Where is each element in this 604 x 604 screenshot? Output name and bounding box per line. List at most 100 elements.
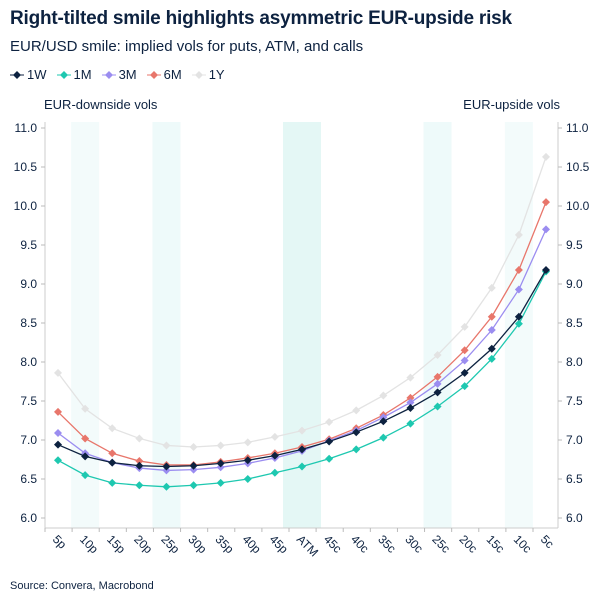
data-point-1M-45p (270, 468, 279, 477)
data-point-1Y-5c (542, 152, 550, 161)
data-point-1M-40p (243, 475, 252, 483)
y-tick-label-right: 7.0 (566, 433, 583, 447)
chart-title: Right-tilted smile highlights asymmetric… (10, 8, 512, 29)
x-tick-label-40c: 40c (348, 532, 372, 556)
data-point-1W-15c (487, 344, 496, 353)
data-point-1Y-ATM (298, 426, 306, 435)
data-point-1W-20p (135, 461, 144, 470)
data-point-1Y-25p (162, 441, 171, 450)
data-point-1W-ATM (298, 445, 306, 454)
y-tick-label-left: 8.0 (20, 355, 37, 369)
x-tick-label-15c: 15c (484, 532, 508, 556)
data-point-1Y-35c (379, 391, 388, 400)
legend-item-1W: 1W (10, 67, 47, 82)
data-point-1W-15p (108, 458, 117, 467)
y-tick-label-left: 9.5 (20, 238, 37, 252)
data-point-1W-35c (379, 417, 388, 426)
data-point-1M-30p (189, 481, 198, 490)
data-point-6M-10c (514, 265, 523, 274)
data-point-1Y-35p (216, 441, 225, 450)
data-point-3M-20c (460, 356, 469, 365)
data-point-1Y-30c (406, 373, 415, 382)
series-1M (54, 267, 550, 491)
y-tick-label-right: 6.0 (566, 511, 583, 525)
data-point-1W-10p (81, 452, 90, 461)
source-note: Source: Convera, Macrobond (10, 580, 154, 592)
legend-label: 1M (73, 67, 92, 82)
legend-marker-icon (146, 70, 161, 79)
y-tick-label-left: 10.5 (14, 160, 38, 174)
y-tick-label-left: 9.0 (20, 277, 37, 291)
data-point-1Y-20p (135, 434, 144, 443)
legend-item-3M: 3M (101, 67, 137, 82)
y-tick-label-right: 8.5 (566, 316, 583, 330)
legend-label: 3M (118, 67, 137, 82)
data-point-1Y-10c (514, 230, 523, 239)
y-tick-label-right: 8.0 (566, 355, 583, 369)
y-tick-label-right: 9.0 (566, 277, 583, 291)
x-tick-label-35p: 35p (213, 532, 237, 556)
x-tick-label-10p: 10p (77, 532, 101, 556)
data-point-1Y-10p (81, 404, 90, 413)
data-point-1W-20c (460, 368, 469, 377)
chart-subtitle: EUR/USD smile: implied vols for puts, AT… (10, 38, 364, 55)
y-tick-label-left: 8.5 (20, 316, 37, 330)
left-axis-label: EUR-downside vols (44, 97, 158, 112)
data-point-1M-35p (216, 478, 225, 487)
y-tick-label-left: 7.0 (20, 433, 37, 447)
x-tick-label-5c: 5c (538, 532, 557, 551)
data-point-1M-20c (460, 382, 469, 391)
data-point-6M-20c (460, 346, 469, 355)
data-point-1W-45p (270, 451, 279, 460)
legend-item-1M: 1M (56, 67, 92, 82)
x-tick-label-45p: 45p (267, 532, 291, 556)
data-point-1M-25p (162, 482, 171, 491)
y-tick-label-left: 6.0 (20, 511, 37, 525)
data-point-1Y-40c (352, 406, 361, 415)
data-point-1Y-30p (189, 443, 198, 452)
data-point-1W-25c (433, 388, 442, 397)
x-tick-label-25p: 25p (158, 532, 182, 556)
data-point-6M-15c (487, 312, 496, 321)
x-tick-label-45c: 45c (321, 532, 345, 556)
data-point-6M-5c (542, 198, 550, 207)
data-point-1W-40p (243, 456, 252, 465)
data-point-1Y-5p (54, 368, 62, 377)
data-point-6M-5p (54, 407, 62, 416)
x-tick-label-35c: 35c (375, 532, 399, 556)
y-tick-label-right: 10.5 (566, 160, 590, 174)
legend-marker-icon (101, 70, 116, 79)
data-point-6M-30c (406, 393, 415, 402)
data-point-1M-40c (352, 445, 361, 454)
data-point-1Y-25c (433, 350, 442, 359)
data-point-1Y-15c (487, 283, 496, 292)
x-tick-label-30c: 30c (402, 532, 426, 556)
data-point-3M-30c (406, 398, 415, 407)
legend-marker-icon (191, 70, 206, 79)
data-point-1M-45c (325, 454, 334, 463)
x-tick-label-20c: 20c (457, 532, 481, 556)
x-tick-label-10c: 10c (511, 532, 535, 556)
legend-item-6M: 6M (146, 67, 182, 82)
legend: 1W 1M 3M 6M 1Y (10, 67, 225, 82)
data-point-1W-35p (216, 459, 225, 468)
data-point-1Y-45c (325, 418, 334, 427)
data-point-1W-10c (514, 312, 523, 321)
highlight-band-ATM (283, 122, 321, 528)
legend-marker-icon (10, 70, 24, 79)
data-point-1M-10p (81, 471, 90, 480)
data-point-1W-5p (54, 440, 62, 449)
data-point-1M-5p (54, 456, 62, 465)
x-tick-label-5p: 5p (50, 532, 70, 552)
data-point-1M-35c (379, 433, 388, 442)
data-point-1W-40c (352, 428, 361, 437)
data-point-1M-25c (433, 402, 442, 411)
y-tick-label-right: 7.5 (566, 394, 583, 408)
data-point-3M-5c (542, 225, 550, 234)
x-tick-label-40p: 40p (240, 532, 264, 556)
y-tick-label-left: 6.5 (20, 472, 37, 486)
data-point-1Y-45p (270, 432, 279, 441)
y-tick-label-left: 10.0 (14, 199, 38, 213)
